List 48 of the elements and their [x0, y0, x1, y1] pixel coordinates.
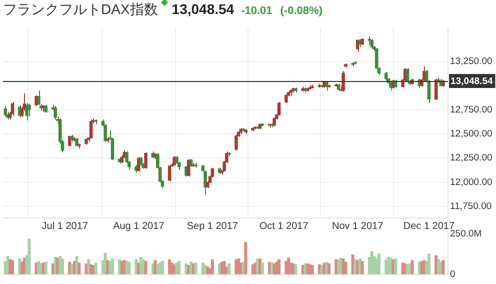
x-tick-label: Nov 1 2017 — [332, 220, 384, 232]
candlestick — [370, 38, 374, 50]
bar — [294, 264, 298, 274]
y-tick-label: 0 — [450, 268, 456, 280]
bar — [278, 259, 281, 274]
text: -10.01 — [241, 5, 272, 17]
bar — [78, 262, 81, 274]
bar — [360, 260, 364, 274]
bar — [75, 256, 78, 274]
candlestick — [28, 104, 31, 118]
bar — [427, 254, 430, 274]
text: 13,048.54 — [172, 1, 234, 17]
bar — [310, 265, 314, 274]
bar — [144, 260, 148, 274]
bar — [94, 262, 98, 274]
y-tick-label: 13,250.00 — [450, 56, 492, 68]
bar — [442, 260, 445, 274]
x-tick-label: Oct 1 2017 — [259, 220, 309, 232]
bar — [28, 238, 31, 274]
bar — [178, 260, 181, 274]
ref-line-label: 13,048.54 — [450, 76, 494, 88]
y-tick-label: 12,750.00 — [450, 104, 492, 116]
bar — [10, 260, 14, 274]
bar — [128, 262, 131, 274]
bar — [344, 262, 348, 274]
candlestick — [234, 134, 238, 151]
bar — [410, 260, 414, 274]
x-tick-label: Sep 1 2017 — [186, 220, 238, 232]
bar — [60, 258, 64, 274]
y-tick-label: 250.0M — [450, 228, 482, 240]
chart-title: フランクフルトDAX指数 — [3, 1, 158, 19]
bar — [228, 263, 231, 274]
bar — [260, 262, 264, 274]
bar — [44, 262, 48, 274]
bar — [210, 259, 214, 274]
candlestick — [168, 164, 172, 182]
y-tick-label: 12,250.00 — [450, 152, 492, 164]
candlestick — [25, 102, 28, 121]
bar — [327, 263, 331, 274]
x-tick-label: Aug 1 2017 — [113, 220, 165, 232]
x-tick-label: Jul 1 2017 — [42, 220, 88, 232]
bar — [244, 242, 248, 274]
candlestick — [10, 102, 14, 116]
candlestick — [4, 105, 8, 118]
y-tick-label: 12,000.00 — [450, 176, 492, 188]
text: (-0.08%) — [280, 5, 322, 17]
y-tick-label: 12,500.00 — [450, 128, 492, 140]
y-tick-label: 11,750.00 — [450, 201, 492, 212]
